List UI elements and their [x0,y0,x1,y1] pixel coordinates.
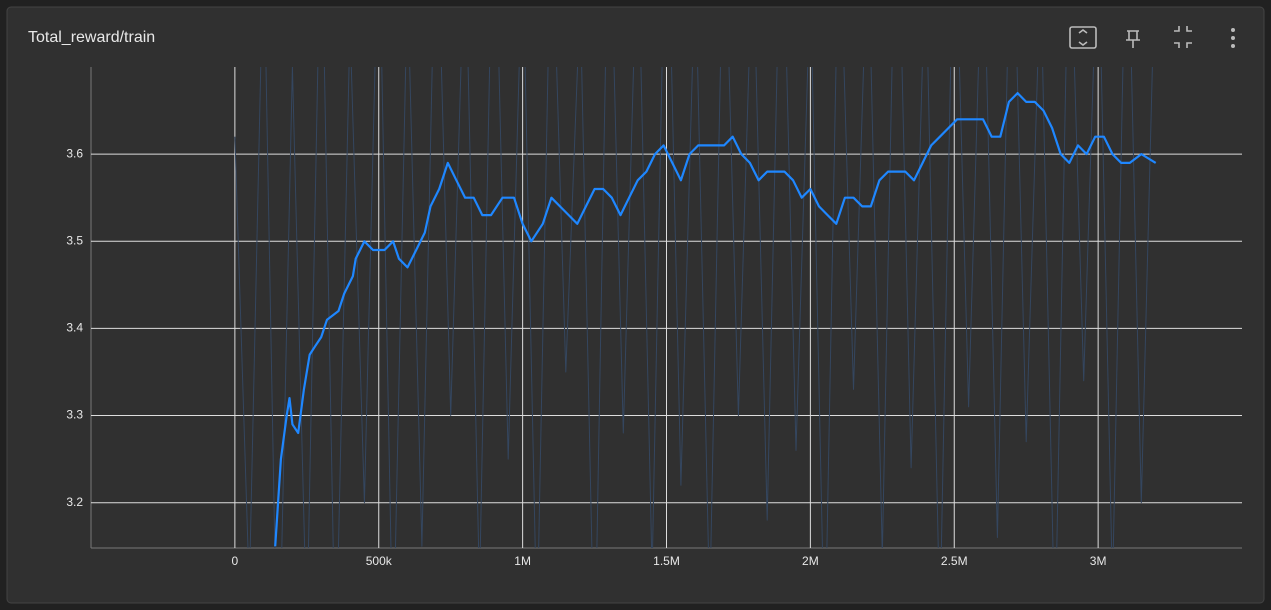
x-tick-label: 1.5M [653,554,680,568]
x-tick-label: 500k [366,554,393,568]
fit-button[interactable] [1069,26,1097,49]
series-line [234,67,1153,548]
x-tick-label: 2M [802,554,819,568]
menu-button[interactable] [1231,28,1235,48]
x-tick-label: 2.5M [941,554,968,568]
y-tick-label: 3.2 [66,495,83,509]
collapse-button[interactable] [1174,26,1192,48]
x-tick-label: 0 [232,554,239,568]
y-tick-label: 3.4 [66,321,83,335]
y-tick-label: 3.3 [66,408,83,422]
y-tick-label: 3.6 [66,146,83,160]
plot-area [234,67,1157,548]
x-tick-label: 1M [514,554,531,568]
chart-title: Total_reward/train [28,29,155,46]
pin-button[interactable] [1126,30,1140,48]
card [6,6,1265,604]
x-tick-label: 3M [1090,554,1107,568]
y-tick-label: 3.5 [66,233,83,247]
series-line [274,92,1157,547]
